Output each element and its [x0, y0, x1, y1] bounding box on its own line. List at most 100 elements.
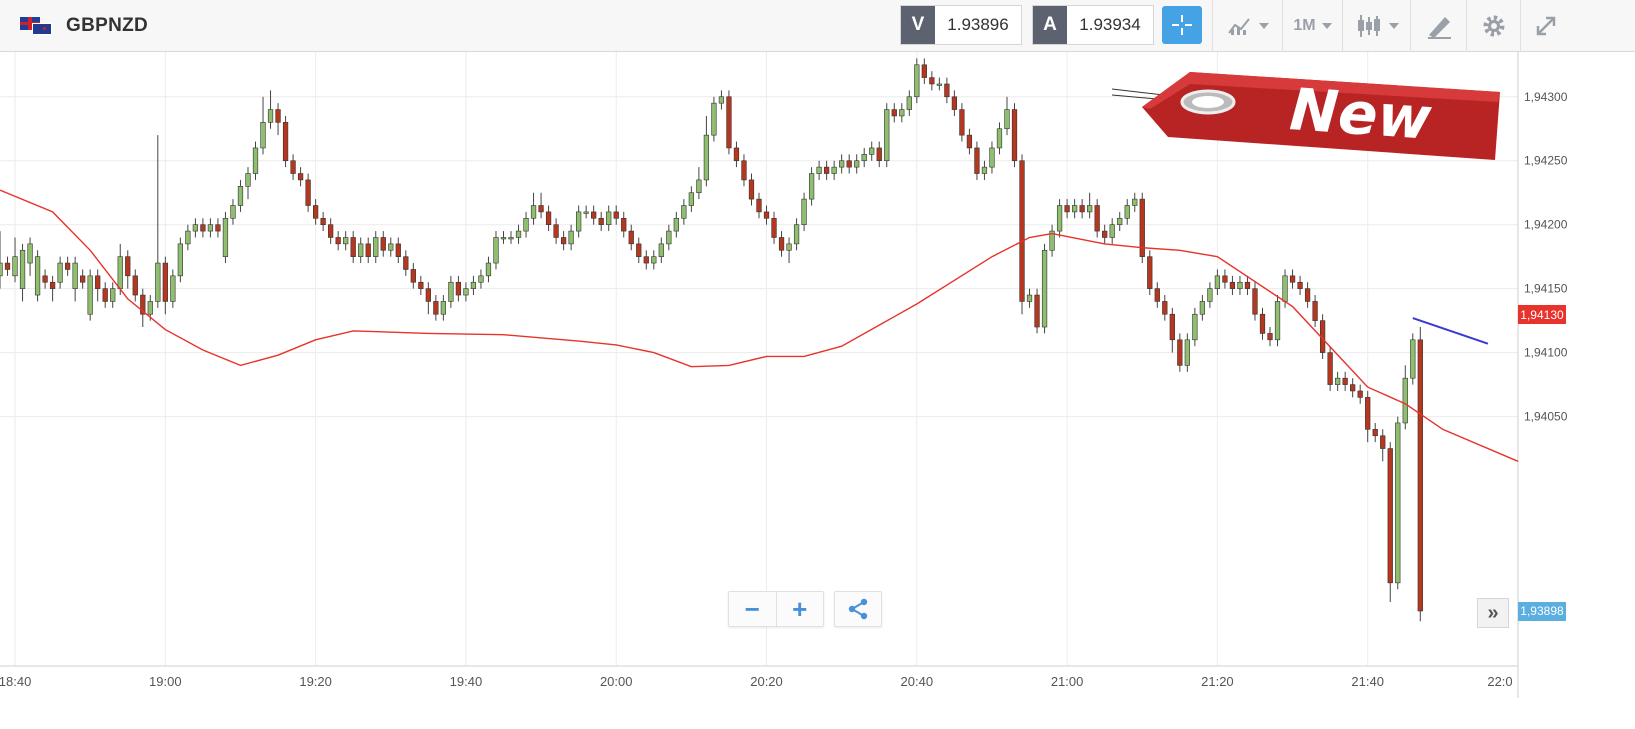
zoom-in-button[interactable]: +	[775, 592, 824, 626]
candle-body	[155, 262, 161, 302]
candle	[260, 96, 266, 155]
candle-body	[1087, 205, 1093, 213]
candle	[1259, 307, 1266, 340]
y-axis-ticks: 1,94300 1,94250 1,94200 1,94150 1,94100 1,940…	[1524, 90, 1568, 424]
candle-body	[778, 237, 785, 251]
x-tick-label: 21:40	[1351, 674, 1384, 689]
timeframe-dropdown[interactable]: 1M	[1282, 0, 1342, 52]
candle	[884, 103, 890, 168]
candle-body	[425, 288, 431, 302]
candle-body	[282, 122, 289, 162]
candle	[778, 231, 785, 257]
candle-body	[1184, 339, 1190, 366]
candle-body	[824, 166, 830, 174]
buy-price-box[interactable]: A 1.93934	[1032, 5, 1154, 45]
expand-icon	[1536, 16, 1555, 36]
sell-price-box[interactable]: V 1.93896	[900, 5, 1022, 45]
candle	[658, 237, 664, 264]
candle-body	[290, 160, 296, 174]
candle-body	[1380, 435, 1386, 449]
trendline[interactable]	[1412, 317, 1489, 345]
candle-body	[463, 288, 469, 296]
candle	[1252, 282, 1258, 321]
candle	[297, 167, 304, 187]
candle-body	[140, 294, 146, 315]
candle	[1109, 218, 1115, 244]
candle	[771, 211, 777, 244]
candle	[207, 218, 214, 238]
candle	[1267, 327, 1273, 347]
candle-body	[1327, 352, 1333, 385]
y-tick-label: 1,94250	[1524, 154, 1568, 168]
sell-price: 1.93896	[947, 15, 1009, 34]
candle	[1162, 295, 1168, 321]
candle	[1365, 390, 1371, 443]
candle-body	[1192, 313, 1198, 341]
expand-button[interactable]	[1520, 0, 1570, 52]
candle	[846, 154, 852, 174]
candle-body	[177, 243, 183, 277]
candle	[1335, 371, 1341, 391]
candle-body	[748, 179, 755, 200]
candle-body	[996, 128, 1003, 149]
x-tick-label: 18:40	[0, 674, 31, 689]
candle	[1154, 282, 1160, 308]
candle	[869, 141, 875, 161]
candle-body	[1079, 205, 1085, 213]
zoom-out-button[interactable]: −	[744, 593, 760, 624]
candlestick-button[interactable]	[1342, 0, 1410, 52]
candle	[606, 205, 612, 232]
candle	[493, 231, 499, 270]
candle-body	[440, 301, 447, 315]
candle	[1034, 288, 1040, 334]
candle-body	[981, 166, 988, 174]
price-chart[interactable]: 1,94300 1,94250 1,94200 1,94150 1,94100 1,940…	[0, 52, 1570, 729]
y-tick-label: 1,94300	[1524, 90, 1568, 104]
candle	[1041, 243, 1048, 334]
candle-body	[515, 230, 522, 238]
candle-body	[493, 237, 499, 264]
crosshair-button[interactable]	[1162, 6, 1202, 44]
candle	[576, 205, 582, 238]
candle-body	[49, 281, 56, 289]
candle-body	[1094, 205, 1100, 232]
settings-button[interactable]	[1466, 0, 1520, 52]
chart-type-button[interactable]	[1212, 0, 1282, 52]
candle-body	[237, 186, 244, 206]
candle-body	[1041, 249, 1048, 328]
candle	[1102, 224, 1108, 244]
candle	[899, 103, 905, 123]
candle-body	[959, 109, 965, 136]
candle-body	[876, 147, 882, 162]
candle-body	[388, 243, 394, 251]
candle	[282, 115, 289, 168]
candle-body	[1357, 390, 1363, 398]
candle-body	[0, 262, 3, 277]
candle	[1071, 199, 1078, 219]
gear-icon	[1483, 15, 1504, 37]
candle	[418, 275, 424, 296]
candle-body	[861, 154, 867, 162]
candle-body	[470, 281, 477, 289]
candle	[27, 237, 33, 276]
candle-body	[786, 243, 792, 251]
candle-body	[305, 179, 311, 206]
candle	[1214, 269, 1221, 296]
candle	[19, 243, 26, 302]
candle	[891, 103, 897, 123]
candle	[944, 77, 950, 104]
share-button[interactable]	[834, 591, 882, 627]
candle-body	[1214, 275, 1221, 289]
candle-body	[771, 217, 777, 238]
symbol-selector[interactable]: GBPNZD	[20, 14, 148, 38]
ma-price-label: 1,94130	[1518, 305, 1566, 325]
candle	[140, 288, 146, 328]
candle-body	[1177, 339, 1183, 366]
candle	[1177, 333, 1183, 372]
candle	[1222, 269, 1228, 289]
candle	[1192, 307, 1198, 347]
candle	[1117, 211, 1123, 232]
drawing-tools-button[interactable]	[1410, 0, 1466, 52]
scroll-to-latest-button[interactable]: »	[1477, 598, 1509, 628]
candle-body	[1350, 384, 1356, 392]
